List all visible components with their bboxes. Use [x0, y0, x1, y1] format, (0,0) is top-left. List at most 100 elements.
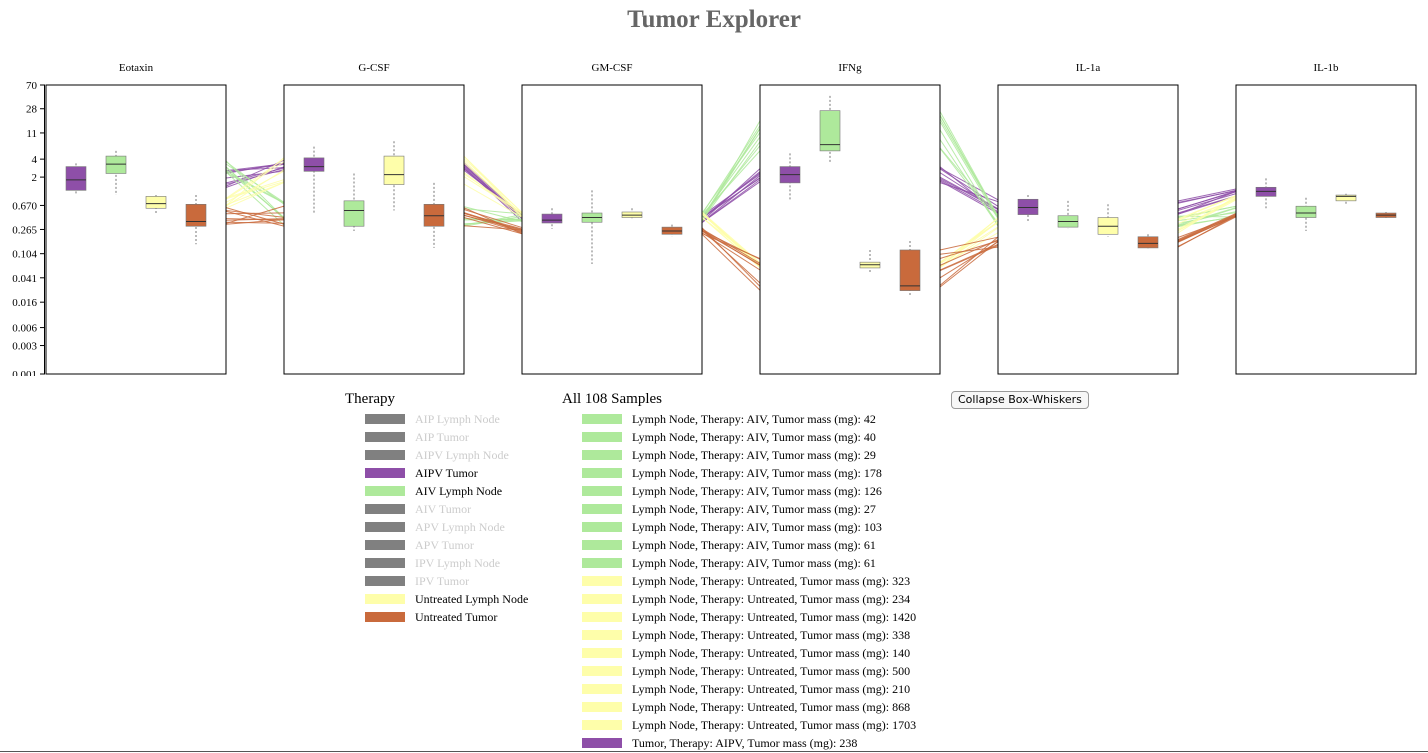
sample-line: [463, 209, 523, 229]
sample-legend-item[interactable]: Lymph Node, Therapy: Untreated, Tumor ma…: [582, 572, 916, 590]
sample-line: [939, 217, 999, 268]
sample-line: [225, 179, 285, 199]
sample-legend-label: Lymph Node, Therapy: AIV, Tumor mass (mg…: [632, 519, 882, 534]
therapy-legend-item[interactable]: AIV Lymph Node: [365, 482, 528, 500]
sample-legend-item[interactable]: Lymph Node, Therapy: AIV, Tumor mass (mg…: [582, 536, 916, 554]
sample-legend-swatch: [582, 738, 622, 748]
sample-line: [939, 245, 999, 272]
panel-title: IFNg: [838, 62, 862, 74]
sample-legend-item[interactable]: Lymph Node, Therapy: Untreated, Tumor ma…: [582, 662, 916, 680]
sample-line: [701, 175, 761, 223]
sample-line: [939, 226, 999, 265]
sample-line: [939, 139, 999, 227]
sample-legend-swatch: [582, 468, 622, 478]
sample-legend-item[interactable]: Lymph Node, Therapy: Untreated, Tumor ma…: [582, 590, 916, 608]
collapse-box-whiskers-button[interactable]: Collapse Box-Whiskers: [951, 391, 1089, 409]
sample-line: [701, 213, 761, 264]
therapy-legend-item[interactable]: Untreated Lymph Node: [365, 590, 528, 608]
sample-line: [1177, 190, 1237, 203]
therapy-legend-item[interactable]: AIPV Lymph Node: [365, 446, 528, 464]
therapy-legend-item[interactable]: AIP Lymph Node: [365, 410, 528, 428]
y-tick-label: 11: [26, 128, 37, 140]
sample-line: [463, 171, 523, 217]
sample-legend-item[interactable]: Lymph Node, Therapy: AIV, Tumor mass (mg…: [582, 500, 916, 518]
sample-line: [463, 212, 523, 232]
therapy-legend-item[interactable]: APV Tumor: [365, 536, 528, 554]
sample-line: [225, 218, 285, 221]
sample-legend-label: Lymph Node, Therapy: AIV, Tumor mass (mg…: [632, 483, 882, 498]
box: [145, 196, 167, 209]
therapy-legend-swatch: [365, 522, 405, 532]
therapy-legend-title: Therapy: [345, 391, 395, 407]
therapy-legend-item[interactable]: Untreated Tumor: [365, 608, 528, 626]
panels: Eotaxin G-CSF GM-CSF IFNg IL-1a IL-1b: [45, 62, 1417, 375]
therapy-legend-item[interactable]: AIP Tumor: [365, 428, 528, 446]
sample-legend-label: Lymph Node, Therapy: AIV, Tumor mass (mg…: [632, 537, 876, 552]
sample-legend-swatch: [582, 450, 622, 460]
y-tick-label: 0.265: [12, 224, 37, 236]
therapy-legend-item[interactable]: IPV Tumor: [365, 572, 528, 590]
sample-lines: [225, 111, 1237, 291]
sample-legend-label: Tumor, Therapy: AIPV, Tumor mass (mg): 2…: [632, 735, 858, 750]
box: [1335, 194, 1357, 202]
therapy-legend-item[interactable]: AIV Tumor: [365, 500, 528, 518]
sample-legend-item[interactable]: Tumor, Therapy: AIPV, Tumor mass (mg): 2…: [582, 734, 916, 752]
sample-legend-label: Lymph Node, Therapy: Untreated, Tumor ma…: [632, 609, 917, 624]
panel-ifng: IFNg: [759, 62, 941, 375]
sample-line: [463, 206, 523, 223]
y-tick-label: 0.104: [12, 249, 37, 261]
sample-legend-label: Lymph Node, Therapy: AIV, Tumor mass (mg…: [632, 411, 876, 426]
sample-line: [701, 233, 761, 291]
sample-legend-label: Lymph Node, Therapy: Untreated, Tumor ma…: [632, 699, 911, 714]
therapy-legend-label: AIPV Lymph Node: [415, 447, 509, 462]
sample-legend-swatch: [582, 486, 622, 496]
panel-frame: [283, 84, 465, 375]
parallel-box-chart: Eotaxin G-CSF GM-CSF IFNg IL-1a IL-1b 70 28 11 4…: [12, 62, 1417, 376]
sample-line: [225, 209, 285, 218]
sample-legend-swatch: [582, 648, 622, 658]
sample-line: [939, 148, 999, 224]
sample-legend-item[interactable]: Lymph Node, Therapy: AIV, Tumor mass (mg…: [582, 410, 916, 428]
sample-line: [1177, 190, 1237, 210]
y-tick-label: 0.016: [12, 297, 37, 309]
sample-legend-item[interactable]: Lymph Node, Therapy: AIV, Tumor mass (mg…: [582, 446, 916, 464]
therapy-legend-item[interactable]: AIPV Tumor: [365, 464, 528, 482]
sample-line: [701, 177, 761, 219]
sample-legend-item[interactable]: Lymph Node, Therapy: Untreated, Tumor ma…: [582, 680, 916, 698]
sample-legend-swatch: [582, 414, 622, 424]
sample-legend-item[interactable]: Lymph Node, Therapy: Untreated, Tumor ma…: [582, 716, 916, 734]
sample-line: [225, 182, 285, 209]
sample-legend-item[interactable]: Lymph Node, Therapy: Untreated, Tumor ma…: [582, 626, 916, 644]
sample-legend-swatch: [582, 630, 622, 640]
sample-line: [939, 236, 999, 286]
sample-legend-item[interactable]: Lymph Node, Therapy: Untreated, Tumor ma…: [582, 608, 916, 626]
sample-legend-item[interactable]: Lymph Node, Therapy: AIV, Tumor mass (mg…: [582, 428, 916, 446]
sample-legend-swatch: [582, 540, 622, 550]
sample-line: [225, 170, 285, 203]
therapy-legend-label: Untreated Tumor: [415, 609, 498, 624]
sample-legend-title: All 108 Samples: [562, 391, 662, 407]
sample-line: [225, 221, 285, 224]
sample-line: [1177, 213, 1237, 240]
sample-legend-swatch: [582, 666, 622, 676]
sample-line: [225, 205, 285, 224]
box: [541, 213, 563, 224]
sample-legend-item[interactable]: Lymph Node, Therapy: AIV, Tumor mass (mg…: [582, 518, 916, 536]
sample-legend-item[interactable]: Lymph Node, Therapy: Untreated, Tumor ma…: [582, 644, 916, 662]
sample-legend-item[interactable]: Lymph Node, Therapy: Untreated, Tumor ma…: [582, 698, 916, 716]
sample-legend-item[interactable]: Lymph Node, Therapy: AIV, Tumor mass (mg…: [582, 482, 916, 500]
therapy-legend-swatch: [365, 504, 405, 514]
y-tick-label: 0.670: [12, 200, 37, 212]
box: [383, 155, 405, 185]
therapy-legend-item[interactable]: APV Lymph Node: [365, 518, 528, 536]
sample-line: [939, 243, 999, 271]
therapy-legend-item[interactable]: IPV Lymph Node: [365, 554, 528, 572]
sample-line: [1177, 207, 1237, 227]
therapy-legend-swatch: [365, 594, 405, 604]
sample-legend-item[interactable]: Lymph Node, Therapy: AIV, Tumor mass (mg…: [582, 554, 916, 572]
sample-legend-item[interactable]: Lymph Node, Therapy: AIV, Tumor mass (mg…: [582, 464, 916, 482]
sample-line: [939, 236, 999, 251]
sample-line: [701, 132, 761, 214]
sample-line: [463, 183, 523, 218]
sample-line: [225, 166, 285, 220]
